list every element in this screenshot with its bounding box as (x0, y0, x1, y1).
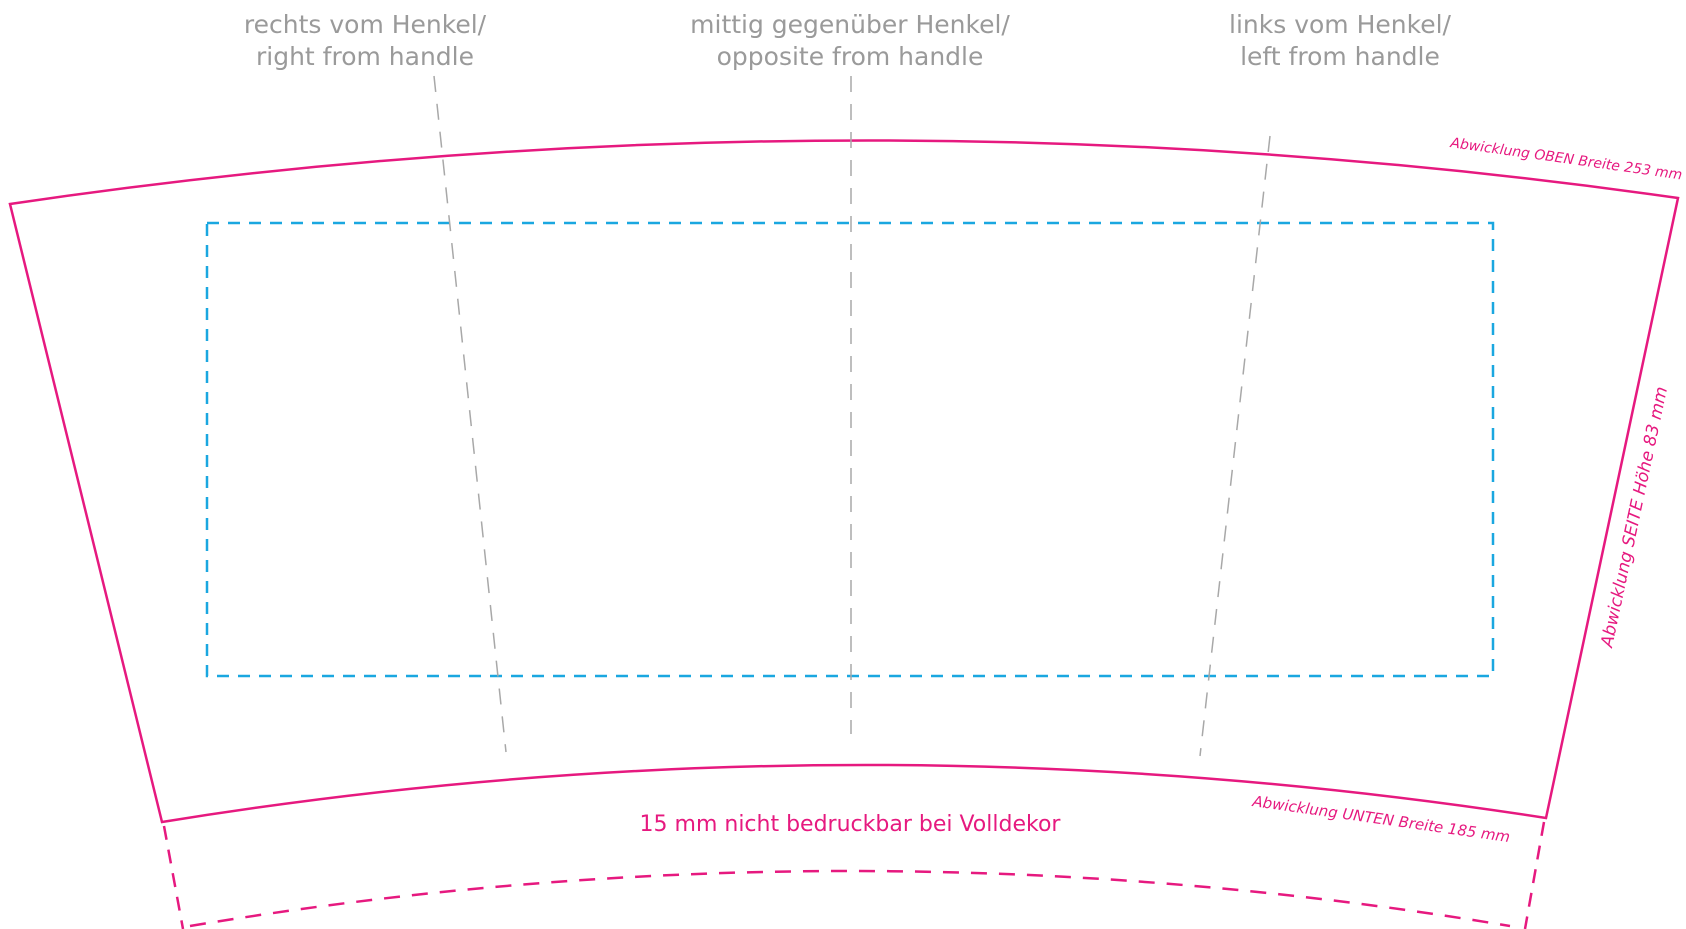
label-opposite-from-handle: mittig gegenüber Henkel/ opposite from h… (660, 9, 1040, 73)
wrap-outline (10, 140, 1678, 822)
label-left-line2: left from handle (1200, 41, 1480, 73)
label-center-line1: mittig gegenüber Henkel/ (660, 9, 1040, 41)
label-right-line1: rechts vom Henkel/ (220, 9, 510, 41)
guide-left-from-handle (1200, 136, 1270, 756)
non-printable-note: 15 mm nicht bedruckbar bei Volldekor (600, 812, 1100, 837)
label-left-from-handle: links vom Henkel/ left from handle (1200, 9, 1480, 73)
dimension-bottom-label: Abwicklung UNTEN Breite 185 mm (1250, 792, 1511, 846)
dimension-side-label: Abwicklung SEITE Höhe 83 mm (1597, 385, 1672, 650)
label-center-line2: opposite from handle (660, 41, 1040, 73)
non-printable-zone-bottom-curve (190, 871, 1510, 926)
dimension-top-label: Abwicklung OBEN Breite 253 mm (1448, 135, 1683, 184)
non-printable-zone-left-edge (164, 826, 183, 929)
print-area (207, 223, 1493, 676)
non-printable-zone-right-edge (1525, 822, 1544, 929)
label-right-line2: right from handle (220, 41, 510, 73)
label-left-line1: links vom Henkel/ (1200, 9, 1480, 41)
label-right-from-handle: rechts vom Henkel/ right from handle (220, 9, 510, 73)
guide-right-from-handle (434, 76, 506, 752)
